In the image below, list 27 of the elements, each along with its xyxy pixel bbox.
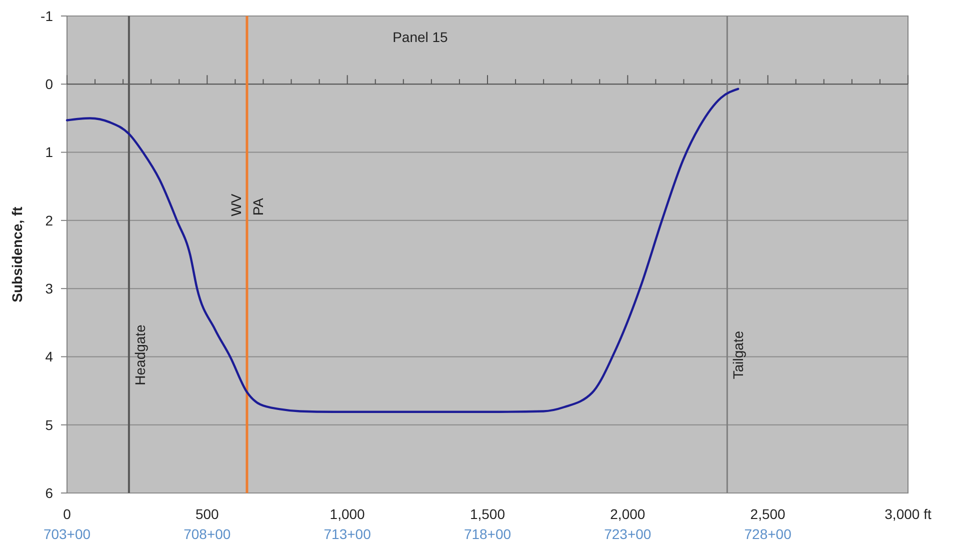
x-tick-label: 2,500 xyxy=(750,506,786,522)
text: 713+00 xyxy=(324,526,372,542)
text: 728+00 xyxy=(744,526,792,542)
y-tick-label: 3 xyxy=(45,280,54,296)
annotation: PA xyxy=(250,197,266,216)
ref-line-label: WV xyxy=(228,193,244,216)
text: Panel 15 xyxy=(392,29,448,45)
text: 718+00 xyxy=(464,526,512,542)
y-tick-label: 4 xyxy=(45,348,54,365)
text: 703+00 xyxy=(43,526,91,542)
y-tick-label: 0 xyxy=(45,76,54,92)
y-axis-title: Subsidence, ft xyxy=(9,206,25,302)
y-tick-label: 2 xyxy=(45,212,54,228)
x-tick-label: 3,000 ft xyxy=(884,506,932,522)
x-tick-label: 0 xyxy=(63,506,72,522)
x-tick-label: 1,000 xyxy=(330,506,366,522)
ref-line-label: Tailgate xyxy=(730,330,746,380)
y-tick-label: 6 xyxy=(45,484,54,501)
y-tick-label: 1 xyxy=(45,144,54,160)
text: 723+00 xyxy=(604,526,652,542)
x-tick-label: 1,500 xyxy=(470,506,506,522)
x-tick-label: 500 xyxy=(195,506,220,522)
y-tick-label: 5 xyxy=(45,416,54,433)
text: 708+00 xyxy=(184,526,231,542)
y-tick-label: -1 xyxy=(40,8,54,24)
x-tick-label: 2,000 xyxy=(610,506,646,522)
ref-line-label: Headgate xyxy=(132,324,148,386)
